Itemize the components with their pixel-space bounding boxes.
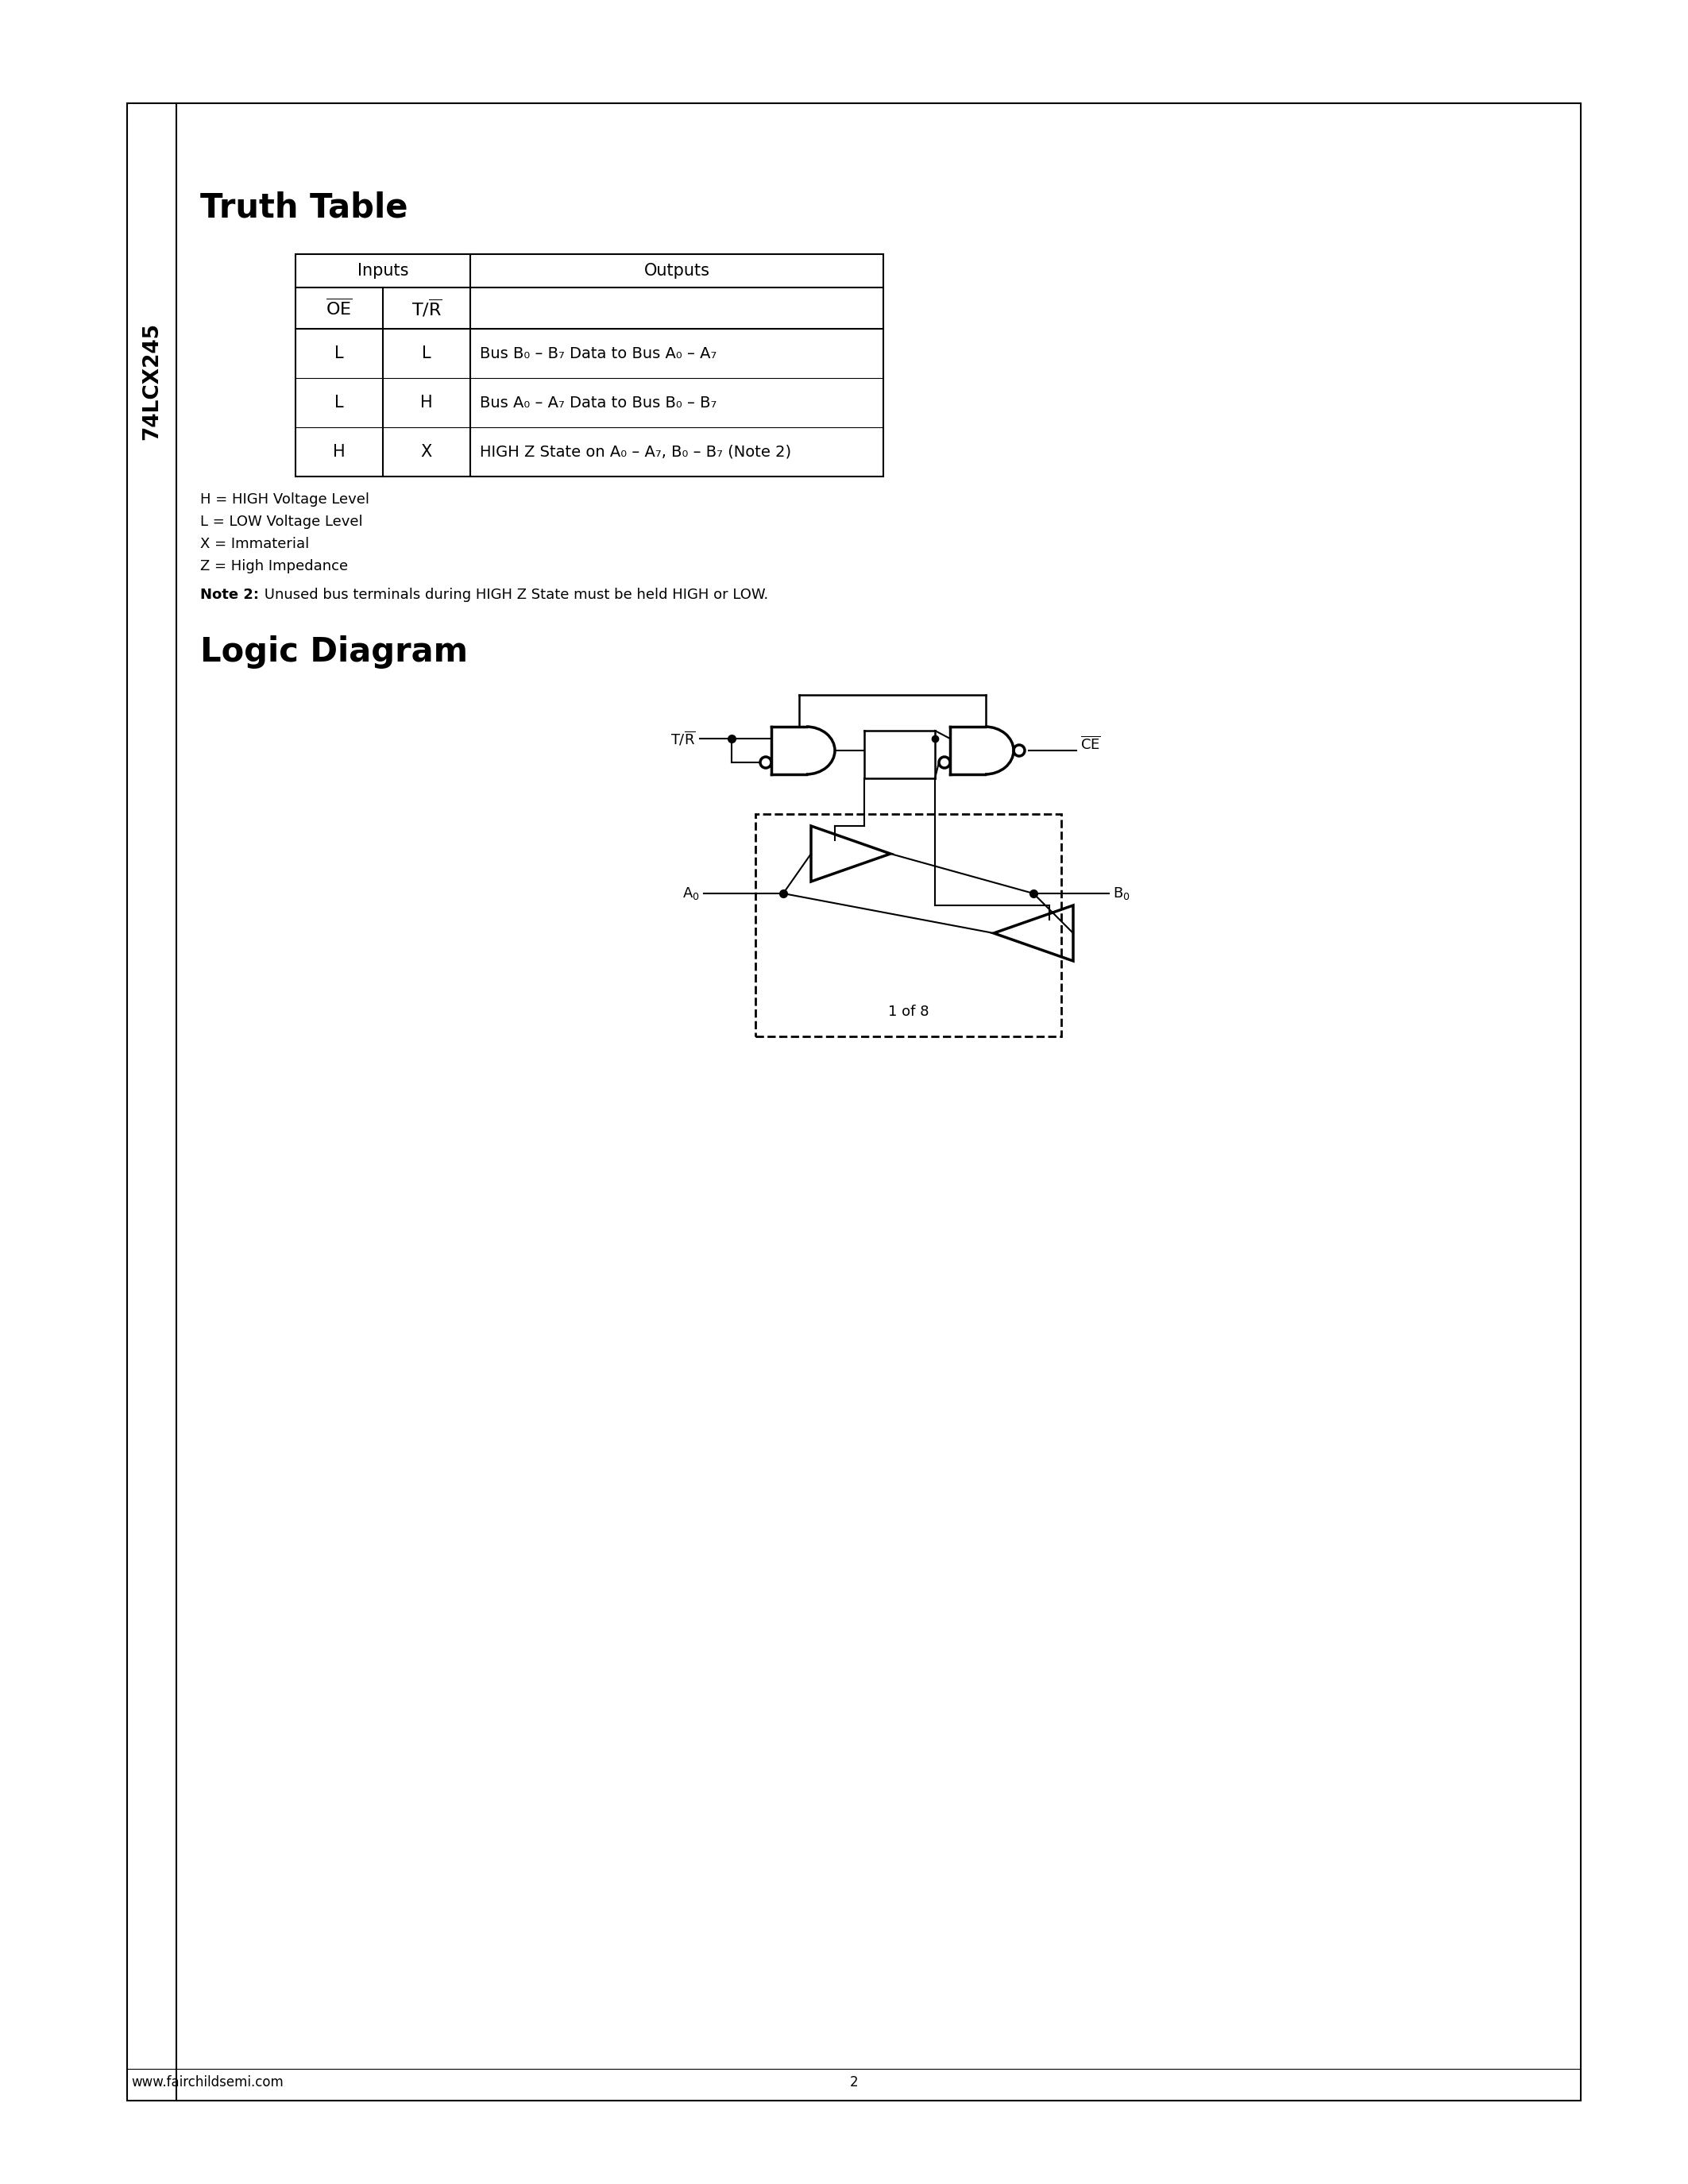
Text: Bus B₀ – B₇ Data to Bus A₀ – A₇: Bus B₀ – B₇ Data to Bus A₀ – A₇: [479, 345, 717, 360]
Text: Z = High Impedance: Z = High Impedance: [201, 559, 348, 574]
Text: Truth Table: Truth Table: [201, 190, 408, 225]
Text: Unused bus terminals during HIGH Z State must be held HIGH or LOW.: Unused bus terminals during HIGH Z State…: [260, 587, 768, 603]
Text: H: H: [333, 443, 346, 461]
Text: Outputs: Outputs: [643, 262, 709, 280]
Text: Bus A₀ – A₇ Data to Bus B₀ – B₇: Bus A₀ – A₇ Data to Bus B₀ – B₇: [479, 395, 717, 411]
Text: X: X: [420, 443, 432, 461]
Text: X = Immaterial: X = Immaterial: [201, 537, 309, 550]
Text: H = HIGH Voltage Level: H = HIGH Voltage Level: [201, 491, 370, 507]
Text: $\overline{\mathrm{OE}}$: $\overline{\mathrm{OE}}$: [326, 297, 353, 319]
Text: HIGH Z State on A₀ – A₇, B₀ – B₇ (Note 2): HIGH Z State on A₀ – A₇, B₀ – B₇ (Note 2…: [479, 443, 792, 459]
Text: $\overline{\mathrm{CE}}$: $\overline{\mathrm{CE}}$: [1080, 736, 1101, 753]
Text: Note 2:: Note 2:: [201, 587, 258, 603]
Text: L = LOW Voltage Level: L = LOW Voltage Level: [201, 515, 363, 529]
Bar: [756, 815, 1062, 1037]
Text: 2: 2: [849, 2075, 858, 2090]
Text: 1 of 8: 1 of 8: [888, 1005, 928, 1020]
Text: H: H: [420, 395, 432, 411]
Text: Logic Diagram: Logic Diagram: [201, 636, 468, 668]
Bar: [295, 253, 883, 476]
Text: L: L: [334, 345, 344, 360]
Text: 74LCX245: 74LCX245: [142, 323, 162, 439]
Text: T/$\overline{\mathrm{R}}$: T/$\overline{\mathrm{R}}$: [670, 729, 695, 747]
Text: B$_0$: B$_0$: [1112, 885, 1131, 902]
Text: L: L: [334, 395, 344, 411]
Bar: [127, 103, 1580, 2101]
Text: www.fairchildsemi.com: www.fairchildsemi.com: [132, 2075, 284, 2090]
Text: T/$\overline{\mathrm{R}}$: T/$\overline{\mathrm{R}}$: [412, 297, 442, 319]
Text: A$_0$: A$_0$: [682, 885, 701, 902]
Text: Inputs: Inputs: [358, 262, 408, 280]
Text: L: L: [422, 345, 430, 360]
